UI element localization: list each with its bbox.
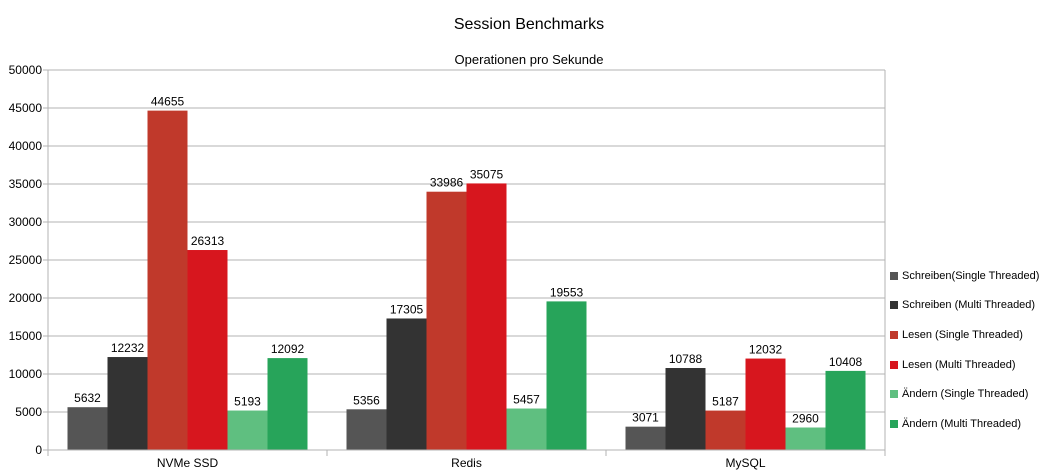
data-label: 19553 [550,285,584,299]
legend-label: Ändern (Single Threaded) [902,388,1029,401]
data-label: 3071 [632,411,659,425]
legend-item: Lesen (Multi Threaded) [890,350,1039,380]
bar [107,357,148,450]
bar [267,358,308,450]
bar [466,183,507,450]
legend-label: Lesen (Single Threaded) [902,328,1023,341]
bar [506,408,547,450]
data-label: 5457 [513,393,540,407]
data-label: 5187 [712,395,739,409]
bar [546,301,587,450]
y-tick-label: 45000 [9,101,43,115]
bar [745,358,786,450]
data-label: 26313 [191,234,225,248]
x-tick-label: MySQL [725,456,765,470]
legend-swatch [890,360,898,369]
data-label: 10788 [669,352,703,366]
legend-swatch [890,301,898,310]
legend-item: Schreiben(Single Threaded) [890,261,1039,291]
legend-swatch [890,271,898,280]
chart-subtitle: Operationen pro Sekunde [454,52,604,67]
chart-legend: Schreiben(Single Threaded) Schreiben (Mul… [890,261,1039,439]
bar [227,410,268,450]
y-tick-label: 10000 [9,367,43,381]
bar [825,370,866,450]
chart-title: Session Benchmarks [453,16,605,33]
y-tick-label: 15000 [9,329,43,343]
y-tick-label: 5000 [15,405,42,419]
data-label: 5193 [234,395,261,409]
data-label: 33986 [430,176,464,190]
legend-swatch [890,390,898,399]
y-tick-label: 40000 [9,139,43,153]
legend-item: Schreiben (Multi Threaded) [890,291,1039,321]
y-tick-label: 25000 [9,253,43,267]
data-label: 12032 [749,343,783,357]
bar [386,318,427,450]
y-tick-label: 30000 [9,215,43,229]
data-label: 5356 [353,393,380,407]
data-label: 12232 [111,341,145,355]
data-label: 17305 [390,302,424,316]
bar [426,191,467,450]
x-tick-label: NVMe SSD [157,456,219,470]
legend-item: Ändern (Single Threaded) [890,379,1039,409]
legend-label: Lesen (Multi Threaded) [902,358,1016,371]
y-tick-label: 20000 [9,291,43,305]
bar [147,110,188,450]
bar [625,426,666,450]
bar [346,409,387,450]
legend-item: Lesen (Single Threaded) [890,320,1039,350]
legend-swatch [890,419,898,428]
legend-label: Schreiben (Multi Threaded) [902,299,1036,312]
legend-label: Ändern (Multi Threaded) [902,417,1022,430]
bar [705,410,746,450]
data-label: 12092 [271,342,305,356]
data-label: 35075 [470,167,504,181]
bar [665,368,706,450]
legend-swatch [890,330,898,339]
bar [67,407,108,450]
data-label: 44655 [151,95,185,109]
data-label: 10408 [829,355,863,369]
y-tick-label: 50000 [9,63,43,77]
y-tick-label: 0 [35,443,42,457]
y-tick-label: 35000 [9,177,43,191]
data-label: 5632 [74,391,101,405]
legend-label: Schreiben(Single Threaded) [902,269,1040,282]
bar [187,250,228,450]
legend-item: Ändern (Multi Threaded) [890,409,1039,439]
data-label: 2960 [792,412,819,426]
bar [785,427,826,450]
x-tick-label: Redis [451,456,482,470]
